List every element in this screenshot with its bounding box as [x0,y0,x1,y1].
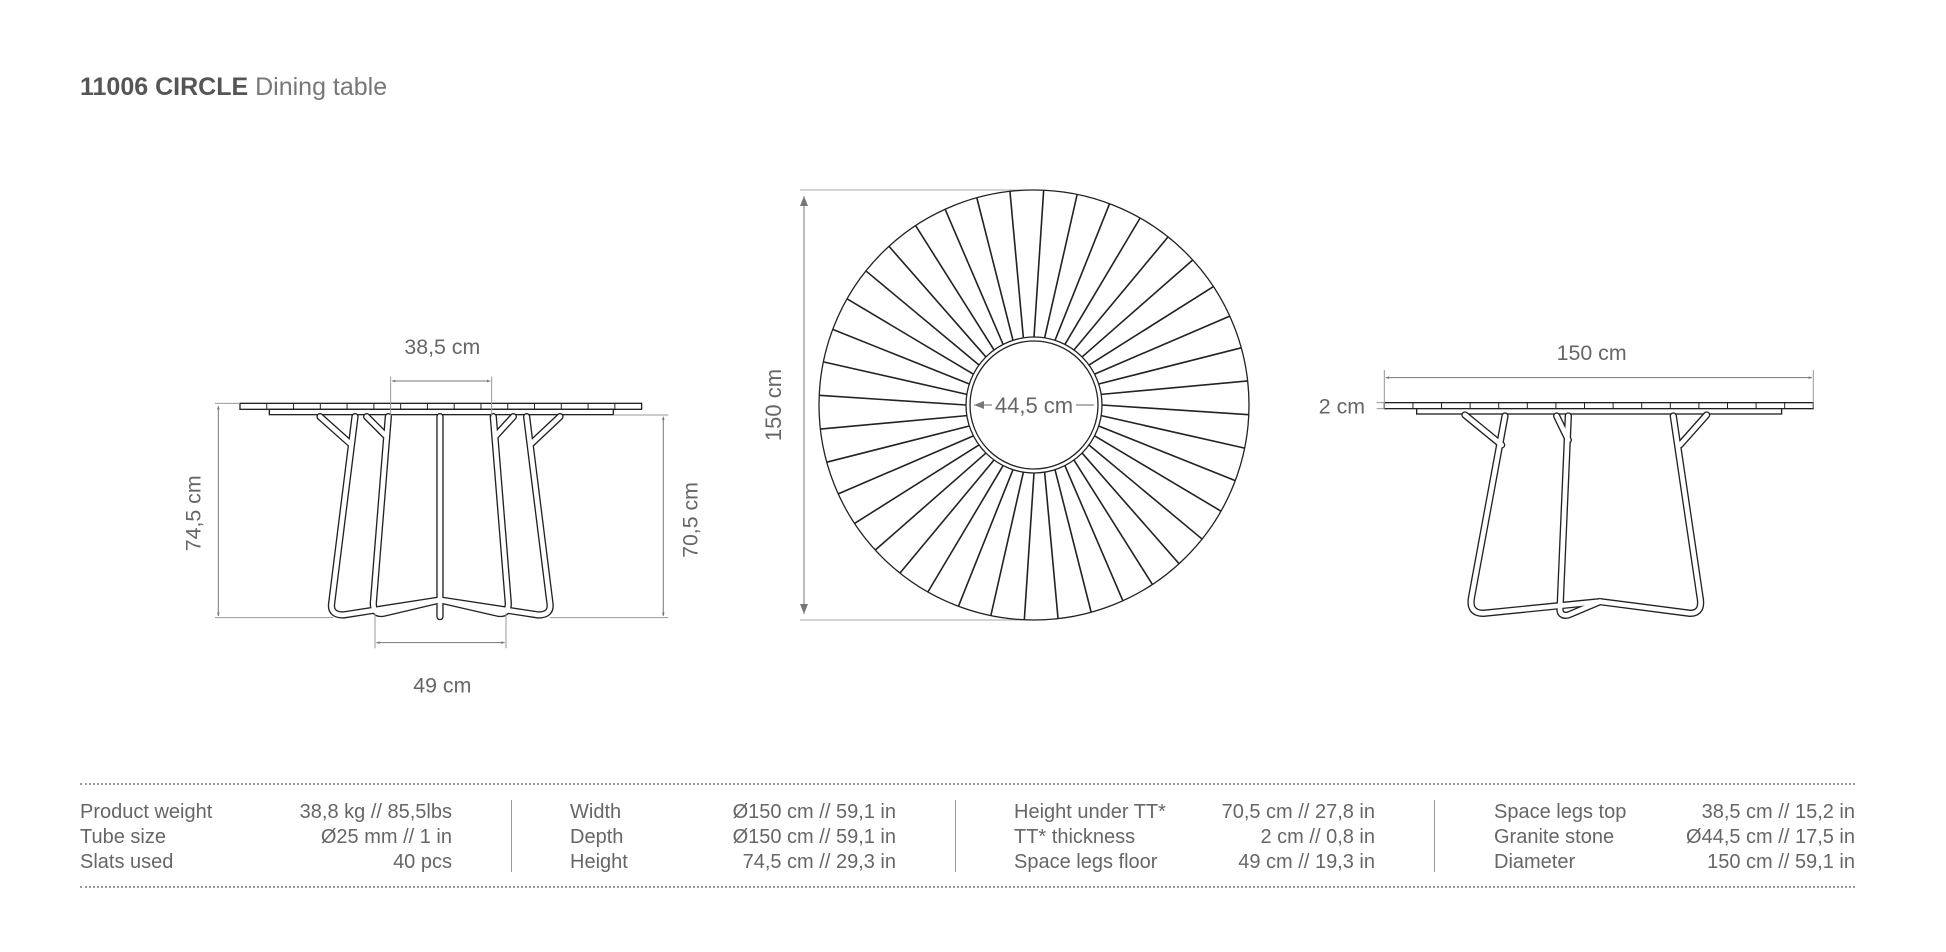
spec-column-2: Width Ø150 cm // 59,1 in Depth Ø150 cm // … [570,800,896,875]
slat-line [899,459,995,574]
slat-line [1094,435,1222,512]
spec-row: Tube size Ø25 mm // 1 in [80,826,452,848]
column-separator [1434,800,1435,872]
dimension-lines [214,376,669,649]
slat-line [1064,217,1141,345]
slat-line [1098,425,1236,482]
spec-row: Product weight 38,8 kg // 85,5lbs [80,801,452,823]
slat-line [1009,191,1025,338]
slat-line [823,361,968,396]
spec-row: Height 74,5 cm // 29,3 in [570,851,896,873]
spec-row: Depth Ø150 cm // 59,1 in [570,826,896,848]
slat-line [927,465,1004,593]
page-title: 11006 CIRCLE Dining table [80,73,387,102]
slat-line [976,197,1014,341]
slat-line [1098,347,1242,385]
dim-total-height: 74,5 cm [182,475,206,551]
spec-column-1: Product weight 38,8 kg // 85,5lbs Tube si… [80,800,452,875]
side-view-right: 150 cm 2 cm [1319,341,1814,619]
slat-line [820,414,967,430]
slat-line [1064,465,1124,602]
slat-line [826,425,970,463]
dim-granite: 44,5 cm [995,393,1073,418]
slat-line [1043,194,1078,339]
table-outline [818,189,1250,621]
slat-line [837,435,974,495]
product-code: 11006 [80,73,149,101]
top-view: 150 cm 44,5 cm [761,189,1250,621]
slat-line [1033,190,1045,338]
product-name: CIRCLE [155,73,249,101]
slat-line [865,270,980,366]
dim-diameter: 150 cm [761,369,786,441]
product-subtitle: Dining table [255,73,388,101]
slat-line [1054,203,1111,341]
legs [316,412,564,621]
slat-line [874,452,987,551]
column-separator [511,800,512,872]
slat-line [1101,380,1248,396]
side-view-left: 38,5 cm 49 cm 74,5 cm 70,5 cm [182,335,703,698]
slat-line [819,394,967,406]
spec-column-4: Space legs top 38,5 cm // 15,2 in Granite… [1494,800,1855,875]
table-top [239,402,643,416]
slat-line [1073,459,1154,585]
dim-height-under: 70,5 cm [678,482,702,558]
slat-line [1081,259,1194,358]
spec-row: Space legs floor 49 cm // 19,3 in [1014,851,1375,873]
slat-line [1088,444,1203,540]
column-separator [955,800,956,872]
spec-row: Width Ø150 cm // 59,1 in [570,801,896,823]
slat-line [888,245,987,358]
dim-top-space: 38,5 cm [404,335,480,359]
slat-line [1073,236,1169,351]
slat-line [944,208,1004,345]
spec-row: TT* thickness 2 cm // 0,8 in [1014,826,1375,848]
slat-line [1054,469,1092,613]
slat-line [846,298,974,375]
slat-line [854,444,980,525]
dim-thickness: 2 cm [1319,394,1365,418]
spec-row: Diameter 150 cm // 59,1 in [1494,851,1855,873]
slat-line [832,328,970,385]
slat-line [990,471,1025,616]
divider-bottom [80,886,1855,888]
slat-line [1101,404,1249,416]
dim-width: 150 cm [1557,341,1627,365]
spec-row: Granite stone Ø44,5 cm // 17,5 in [1494,826,1855,848]
divider-top [80,783,1855,785]
slat-line [1094,315,1231,375]
slat-line [1023,472,1035,620]
slat-line [914,225,995,351]
spec-row: Height under TT* 70,5 cm // 27,8 in [1014,801,1375,823]
dim-floor-space: 49 cm [413,674,471,698]
slat-line [1100,414,1245,449]
spec-row: Space legs top 38,5 cm // 15,2 in [1494,801,1855,823]
slat-line [1081,452,1180,565]
slats [819,190,1249,620]
slat-line [1088,285,1214,366]
spec-column-3: Height under TT* 70,5 cm // 27,8 in TT* t… [1014,800,1375,875]
slat-line [957,469,1014,607]
slat-line [1043,472,1059,619]
spec-row: Slats used 40 pcs [80,851,452,873]
